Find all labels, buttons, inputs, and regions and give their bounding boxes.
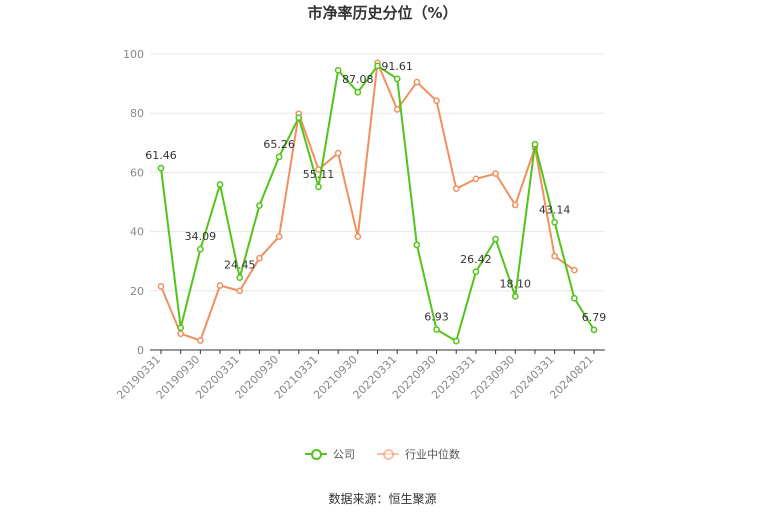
company-point [256,202,263,209]
industry-median-point [334,149,342,157]
company-data-label: 55.11 [303,168,335,181]
industry-median-point [492,170,499,177]
industry-median-point [413,78,421,86]
company-data-label: 6.93 [424,310,449,323]
company-data-label: 26.42 [460,253,492,266]
industry-median-point [256,254,263,262]
company-point [354,88,362,96]
y-tick-label: 60 [130,166,144,179]
company-point [590,326,598,334]
company-point [275,153,283,161]
company-data-label: 91.61 [381,60,413,73]
industry-median-point [551,252,558,260]
industry-median-point [433,97,440,105]
company-point [413,241,421,249]
y-tick-label: 20 [130,285,144,298]
company-point [197,245,204,253]
legend-company-swatch-icon [305,448,327,460]
industry-median-point [236,287,244,295]
industry-median-point [452,185,460,193]
company-point [511,293,519,300]
industry-median-point [393,106,401,113]
company-point [236,274,244,281]
company-point [177,324,185,332]
company-data-label: 87.08 [342,73,374,86]
company-line [160,64,595,343]
company-data-label: 61.46 [145,149,177,162]
company-point [452,337,460,345]
industry-median-point [354,233,362,240]
company-data-label: 24.45 [224,259,256,272]
company-point [374,62,381,70]
series-lines [157,59,598,345]
legend-industry-median-label: 行业中位数 [405,448,460,461]
company-data-label: 6.79 [582,311,607,324]
industry-median-point [570,266,578,274]
industry-median-point [157,283,165,290]
source-note: 数据来源：恒生聚源 [328,492,437,506]
company-data-label: 34.09 [185,230,217,243]
industry-median-point [275,233,283,240]
company-point [433,326,440,333]
company-point [157,164,165,172]
company-point [551,218,558,226]
industry-median-point [472,175,480,183]
legend-company-label: 公司 [333,448,355,461]
company-data-label: 65.26 [263,138,295,151]
legend-item-industry-median[interactable]: 行业中位数 [377,446,460,462]
legend-industry-swatch-icon [377,448,399,460]
company-data-label: 18.10 [500,277,532,290]
company-point [216,181,224,188]
company-point [393,75,401,83]
y-tick-label: 40 [130,226,144,239]
industry-median-point [216,282,224,289]
company-point [570,294,578,302]
y-tick-label: 0 [137,344,144,357]
legend: 公司 行业中位数 [0,446,765,462]
grid-lines [150,53,605,292]
company-point [531,140,539,148]
company-point [295,114,303,121]
y-tick-label: 80 [130,107,144,120]
legend-item-company[interactable]: 公司 [305,446,355,462]
industry-median-point [511,201,519,209]
chart-plot: 0204060801002019033120190930202003312020… [114,48,606,402]
data-labels: 61.46 34.09 24.45 65.26 55.11 87.08 91.61 6.93 2… [145,60,606,324]
y-tick-label: 100 [123,48,144,61]
company-point [315,183,322,191]
company-point [334,66,342,74]
company-point [492,235,499,243]
industry-median-point [197,337,204,344]
industry-median-point [177,330,185,338]
company-data-label: 43.14 [539,203,571,216]
company-point [472,268,480,276]
industry-median-line [160,59,575,342]
chart-title: 市净率历史分位（%） [307,4,458,22]
